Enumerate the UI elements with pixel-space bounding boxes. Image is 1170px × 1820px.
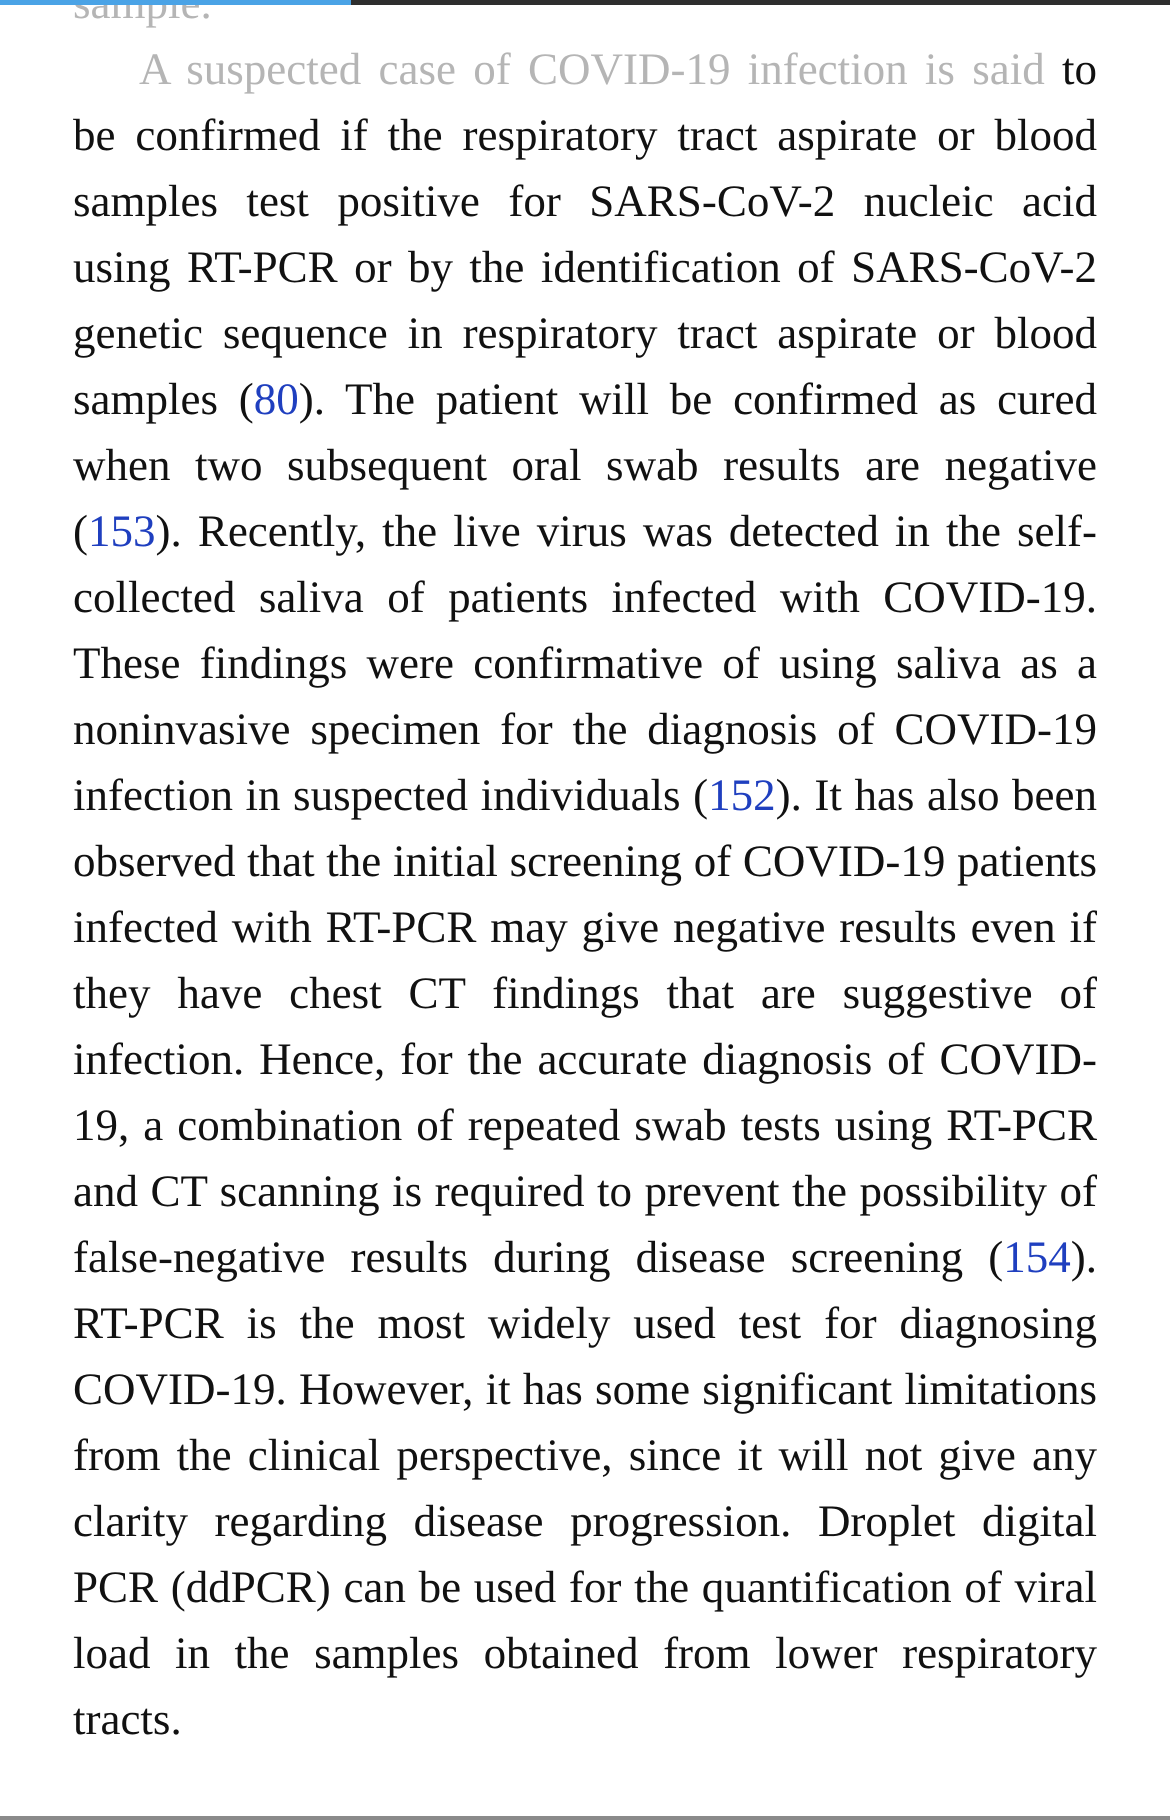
citation-link-153[interactable]: 153 (88, 506, 156, 556)
paragraph-text-3: ). Recently, the live virus was detected… (73, 506, 1097, 820)
reading-progress-track (0, 0, 1170, 5)
paragraph-text-4: ). It has also been observed that the in… (73, 770, 1097, 1282)
article-text-column: sample. A suspected case of COVID-19 inf… (73, 5, 1097, 1752)
citation-link-154[interactable]: 154 (1003, 1232, 1071, 1282)
paragraph-text-1: to be confirmed if the respiratory tract… (73, 44, 1097, 424)
bottom-divider (0, 1816, 1170, 1820)
paragraph-text-5: ). RT-PCR is the most widely used test f… (73, 1232, 1097, 1744)
previous-paragraph-tail: sample. (73, 5, 1097, 36)
reader-viewport[interactable]: sample. A suspected case of COVID-19 inf… (0, 5, 1170, 1816)
reading-progress-fill (0, 0, 351, 5)
faded-lead-text: A suspected case of COVID-19 infection i… (139, 44, 1045, 94)
paragraph-text-2: ). The patient will be confirmed as cure… (73, 374, 1097, 556)
citation-link-152[interactable]: 152 (708, 770, 776, 820)
body-paragraph: A suspected case of COVID-19 infection i… (73, 36, 1097, 1752)
previous-paragraph-text: sample. (73, 5, 212, 28)
citation-link-80[interactable]: 80 (253, 374, 299, 424)
